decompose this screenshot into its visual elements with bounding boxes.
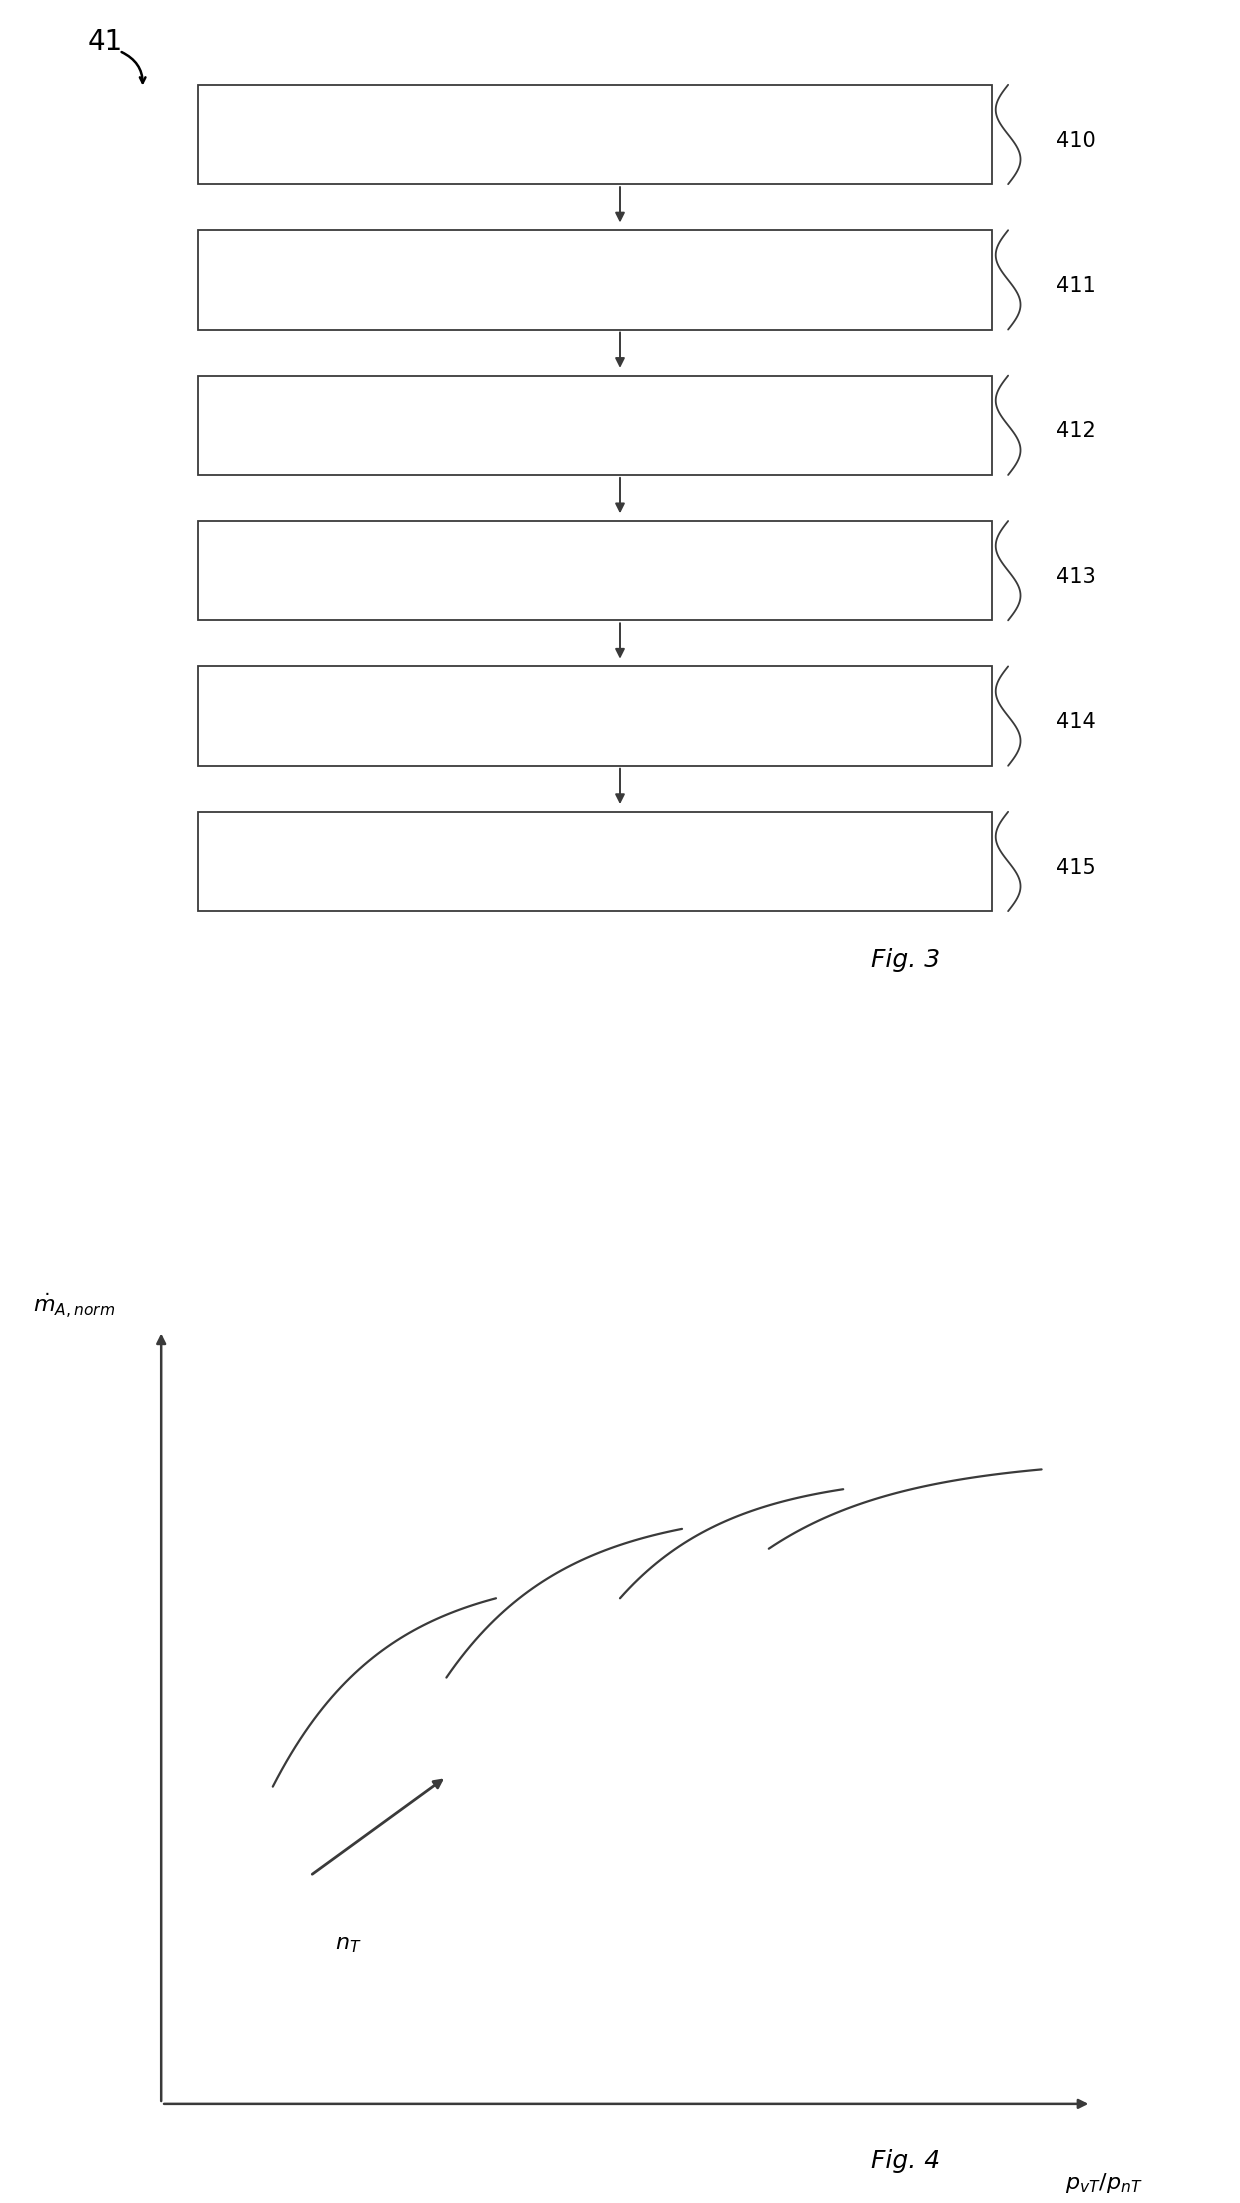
Text: $n_T$: $n_T$ (335, 1934, 361, 1956)
Bar (198, 665, 992, 767)
Text: Fig. 3: Fig. 3 (870, 947, 940, 972)
Text: 412: 412 (1056, 421, 1096, 441)
Text: 410: 410 (1056, 130, 1096, 150)
Bar (198, 84, 992, 185)
Bar (198, 229, 992, 330)
Text: 414: 414 (1056, 712, 1096, 731)
Text: $p_{vT}/p_{nT}$: $p_{vT}/p_{nT}$ (1065, 2172, 1142, 2194)
Text: 411: 411 (1056, 275, 1096, 295)
Bar (198, 520, 992, 621)
Text: 415: 415 (1056, 857, 1096, 877)
Bar (198, 375, 992, 476)
Text: 41: 41 (88, 29, 123, 57)
Text: $\dot{m}_{A,norm}$: $\dot{m}_{A,norm}$ (33, 1291, 115, 1320)
Text: 413: 413 (1056, 566, 1096, 586)
Text: Fig. 4: Fig. 4 (870, 2150, 940, 2172)
Bar (198, 811, 992, 912)
